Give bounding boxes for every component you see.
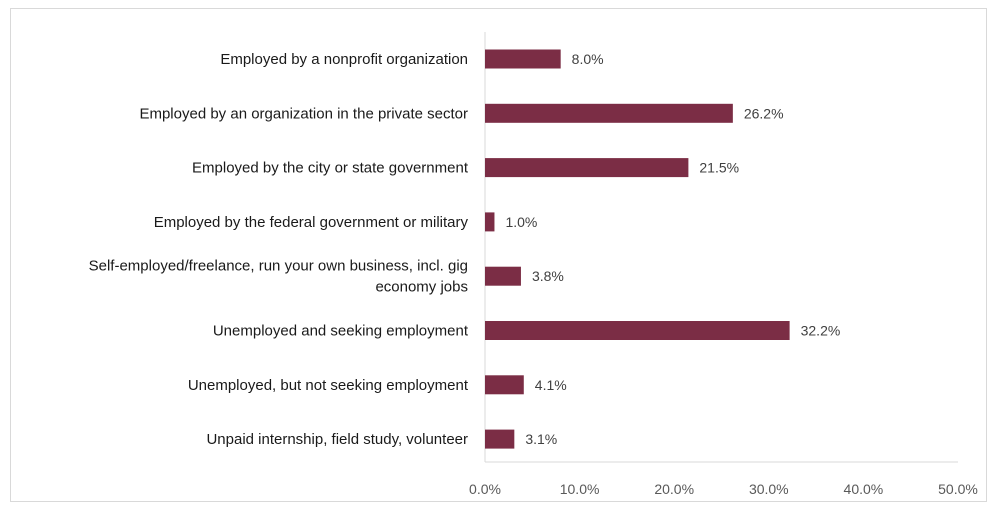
category-label: Employed by a nonprofit organization [220, 51, 468, 68]
x-tick-label: 0.0% [469, 481, 501, 497]
category-label-line: Self-employed/freelance, run your own bu… [89, 258, 468, 275]
chart-area [10, 8, 987, 502]
category-label-line: Employed by the city or state government [192, 160, 469, 177]
category-label: Unemployed, but not seeking employment [188, 377, 469, 394]
bar [485, 375, 524, 395]
x-tick-label: 40.0% [844, 481, 884, 497]
bar-value-label: 8.0% [572, 51, 604, 67]
bar [485, 321, 790, 340]
category-label-line: Unemployed, but not seeking employment [188, 377, 469, 394]
bar-value-label: 3.1% [525, 431, 557, 447]
category-label-line: Employed by a nonprofit organization [220, 51, 468, 68]
bar [485, 429, 515, 449]
x-tick-label: 30.0% [749, 481, 789, 497]
category-label-line: Employed by the federal government or mi… [154, 214, 469, 231]
category-label-line: Unemployed and seeking employment [213, 323, 469, 340]
bar-value-label: 1.0% [505, 214, 537, 230]
category-label-line: Employed by an organization in the priva… [139, 105, 468, 122]
x-tick-label: 50.0% [938, 481, 978, 497]
bar [485, 49, 561, 69]
category-label-line: economy jobs [375, 279, 468, 296]
bar-value-label: 4.1% [535, 377, 567, 393]
bar-value-label: 3.8% [532, 268, 564, 284]
x-tick-label: 10.0% [560, 481, 600, 497]
bar-value-label: 21.5% [699, 160, 739, 176]
bar [485, 212, 495, 232]
category-label-line: Unpaid internship, field study, voluntee… [206, 431, 468, 448]
bar-value-label: 26.2% [744, 105, 784, 121]
bar [485, 103, 733, 123]
category-label: Employed by the city or state government [192, 160, 469, 177]
x-tick-label: 20.0% [654, 481, 694, 497]
category-label: Self-employed/freelance, run your own bu… [89, 258, 468, 296]
bar [485, 158, 689, 178]
bar-value-label: 32.2% [801, 323, 841, 339]
category-label: Employed by the federal government or mi… [154, 214, 469, 231]
category-label: Employed by an organization in the priva… [139, 105, 468, 122]
category-label: Unemployed and seeking employment [213, 323, 469, 340]
category-label: Unpaid internship, field study, voluntee… [206, 431, 468, 448]
bar [485, 266, 521, 286]
